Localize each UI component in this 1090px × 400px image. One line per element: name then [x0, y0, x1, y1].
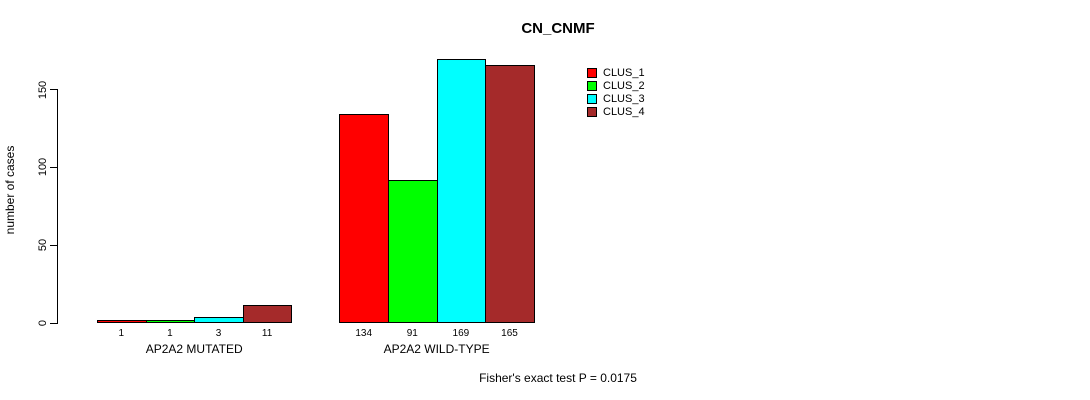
y-tick-mark — [50, 166, 58, 168]
bar-value-label: 91 — [406, 328, 418, 339]
y-tick-label: 0 — [37, 319, 49, 327]
legend-item-clus_1: CLUS_1 — [587, 66, 645, 79]
bar-value-label: 11 — [261, 328, 273, 339]
bar-ap2a2-wild-type-clus_2 — [388, 180, 438, 323]
fisher-test-annotation: Fisher's exact test P = 0.0175 — [479, 371, 637, 385]
legend-label: CLUS_2 — [603, 79, 645, 92]
bar-value-label: 3 — [215, 328, 222, 339]
legend-item-clus_4: CLUS_4 — [587, 105, 645, 118]
chart-title: CN_CNMF — [521, 20, 595, 37]
bar-value-label: 1 — [167, 328, 173, 339]
bar-ap2a2-mutated-clus_3 — [194, 317, 244, 323]
y-axis-line — [57, 89, 58, 324]
bar-ap2a2-mutated-clus_2 — [145, 320, 196, 323]
bar-value-label: 1 — [118, 328, 125, 339]
bar-ap2a2-mutated-clus_1 — [97, 320, 147, 323]
group-label: AP2A2 MUTATED — [145, 342, 243, 356]
y-tick-label: 150 — [37, 80, 49, 99]
legend-swatch — [587, 67, 597, 78]
legend-label: CLUS_3 — [603, 92, 645, 105]
y-tick-mark — [50, 322, 58, 324]
y-axis-label: number of cases — [3, 145, 17, 235]
legend-swatch — [587, 93, 597, 104]
legend-item-clus_3: CLUS_3 — [587, 92, 645, 105]
bar-ap2a2-mutated-clus_4 — [242, 304, 293, 323]
bar-value-label: 134 — [355, 328, 373, 339]
legend: CLUS_1 CLUS_2 CLUS_3 CLUS_4 — [587, 66, 645, 118]
legend-swatch — [587, 106, 597, 117]
legend-swatch — [587, 80, 597, 91]
legend-label: CLUS_1 — [603, 66, 645, 79]
y-tick-label: 100 — [37, 158, 49, 177]
y-tick-mark — [50, 244, 58, 246]
legend-item-clus_2: CLUS_2 — [587, 79, 645, 92]
y-tick-label: 50 — [37, 239, 49, 252]
y-tick-mark — [50, 89, 58, 91]
group-label: AP2A2 WILD-TYPE — [383, 342, 490, 356]
legend-label: CLUS_4 — [603, 105, 645, 118]
bar-ap2a2-wild-type-clus_4 — [485, 65, 535, 323]
bar-value-label: 169 — [452, 328, 470, 339]
bar-value-label: 165 — [501, 328, 518, 339]
bar-ap2a2-wild-type-clus_3 — [436, 59, 487, 323]
bar-ap2a2-wild-type-clus_1 — [339, 113, 389, 323]
